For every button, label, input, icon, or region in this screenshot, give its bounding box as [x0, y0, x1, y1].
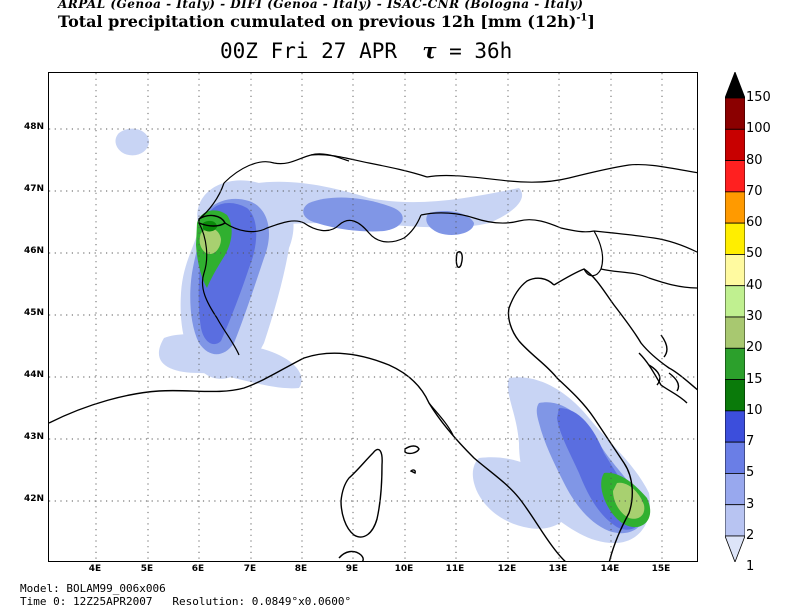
colorbar-label: 70 — [746, 183, 763, 199]
colorbar-label: 7 — [746, 434, 755, 450]
colorbar-segment — [724, 128, 746, 161]
coast-sardinia-tip — [338, 550, 364, 561]
border-austria-italy — [420, 212, 595, 233]
coast-istria — [638, 352, 688, 404]
colorbar-label: 80 — [746, 152, 763, 168]
coast-lake-garda — [455, 251, 463, 269]
lat-label-43n: 43N — [23, 432, 44, 442]
footer-resolution: Resolution: 0.0849°x0.0600° — [172, 595, 352, 608]
colorbar-label: 3 — [746, 496, 755, 512]
colorbar-top-triangle — [724, 70, 746, 99]
footer-time-resolution: Time 0: 12Z25APR2007 Resolution: 0.0849°… — [20, 595, 351, 608]
country-borders — [198, 153, 697, 436]
coast-elba — [404, 445, 420, 455]
precip-green-adriatic-light — [613, 482, 645, 519]
lat-label-47n: 47N — [23, 184, 44, 194]
footer-time: Time 0: 12Z25APR2007 — [20, 595, 153, 608]
colorbar-label: 100 — [746, 121, 771, 137]
colorbar-segment — [724, 191, 746, 224]
border-tuscany-lazio — [428, 402, 454, 436]
lat-label-42n: 42N — [23, 494, 44, 504]
lon-label-10e: 10E — [394, 564, 414, 574]
lon-label-13e: 13E — [548, 564, 568, 574]
title-superscript: -1 — [576, 12, 588, 24]
title-text: Total precipitation cumulated on previou… — [58, 12, 577, 31]
colorbar-segment — [724, 504, 746, 537]
coast-pianosa — [409, 469, 416, 474]
colorbar-segment — [724, 316, 746, 349]
lon-label-9e: 9E — [345, 564, 359, 574]
colorbar-label: 2 — [746, 528, 755, 543]
border-austria-north — [426, 163, 697, 183]
colorbar-label: 30 — [746, 309, 763, 324]
map-canvas — [49, 73, 697, 561]
colorbar-label: 1 — [746, 559, 755, 575]
precip-core-east-alps — [426, 211, 474, 235]
colorbar-segment — [724, 160, 746, 193]
colorbar-label: 15 — [746, 371, 763, 387]
precipitation-map — [48, 72, 698, 562]
colorbar-segment — [724, 285, 746, 318]
lon-label-7e: 7E — [243, 564, 257, 574]
footer-model: Model: BOLAM99_006x006 — [20, 582, 166, 595]
lon-label-4e: 4E — [88, 564, 102, 574]
colorbar-graphic — [724, 70, 746, 564]
colorbar-segment — [724, 410, 746, 443]
coast-lake-geneva — [198, 214, 226, 227]
colorbar-label: 40 — [746, 277, 763, 293]
colorbar-segment — [724, 347, 746, 380]
colorbar-label: 10 — [746, 402, 763, 418]
colorbar-segment — [724, 97, 746, 130]
precip-area-tyrrhenian — [472, 457, 572, 529]
precip-area-small-north — [115, 128, 149, 156]
colorbar-segment — [724, 473, 746, 506]
border-france-italy-alps — [198, 222, 240, 356]
lon-label-5e: 5E — [140, 564, 154, 574]
coast-croatian-islands — [648, 334, 680, 392]
time-text: 00Z Fri 27 APR — [220, 39, 398, 63]
lat-label-44n: 44N — [23, 370, 44, 380]
colorbar-segment — [724, 441, 746, 474]
border-croatia — [600, 268, 697, 289]
colorbar-bottom-triangle — [724, 535, 746, 564]
graticule — [49, 73, 697, 561]
valid-time: 00Z Fri 27 APR τ = 36h — [220, 38, 512, 63]
colorbar-label: 60 — [746, 215, 763, 231]
colorbar-label: 50 — [746, 246, 763, 262]
coastlines — [49, 214, 697, 561]
chart-title: Total precipitation cumulated on previou… — [58, 12, 595, 31]
lon-label-15e: 15E — [651, 564, 671, 574]
coast-corsica — [340, 448, 383, 538]
colorbar-segment — [724, 379, 746, 412]
colorbar-segment — [724, 254, 746, 287]
coast-adriatic-west — [507, 277, 633, 561]
lon-label-8e: 8E — [294, 564, 308, 574]
border-switzerland-italy — [224, 214, 422, 243]
colorbar-label: 150 — [746, 90, 771, 105]
border-switzerland-north — [310, 154, 428, 178]
lat-label-48n: 48N — [23, 122, 44, 132]
colorbar-segment — [724, 222, 746, 255]
colorbar-label: 20 — [746, 340, 763, 356]
tau-value: = 36h — [436, 39, 513, 63]
lon-label-14e: 14E — [600, 564, 620, 574]
colorbar-label: 5 — [746, 465, 755, 481]
precip-green-alps-light — [199, 228, 221, 255]
title-bracket: ] — [587, 12, 595, 31]
tau-symbol: τ — [422, 38, 437, 63]
lon-label-12e: 12E — [497, 564, 517, 574]
colorbar — [724, 70, 746, 564]
coast-adriatic-east — [553, 268, 697, 391]
precip-fields — [115, 128, 651, 543]
precip-area-ligurian — [158, 334, 302, 389]
lon-label-11e: 11E — [445, 564, 465, 574]
lat-label-45n: 45N — [23, 308, 44, 318]
coast-france-italy-riviera — [49, 352, 566, 561]
precip-core-central-alps — [303, 197, 403, 232]
credits-line: ARPAL (Genoa - Italy) - DIFI (Genoa - It… — [58, 0, 584, 11]
lat-label-46n: 46N — [23, 246, 44, 256]
lon-label-6e: 6E — [191, 564, 205, 574]
